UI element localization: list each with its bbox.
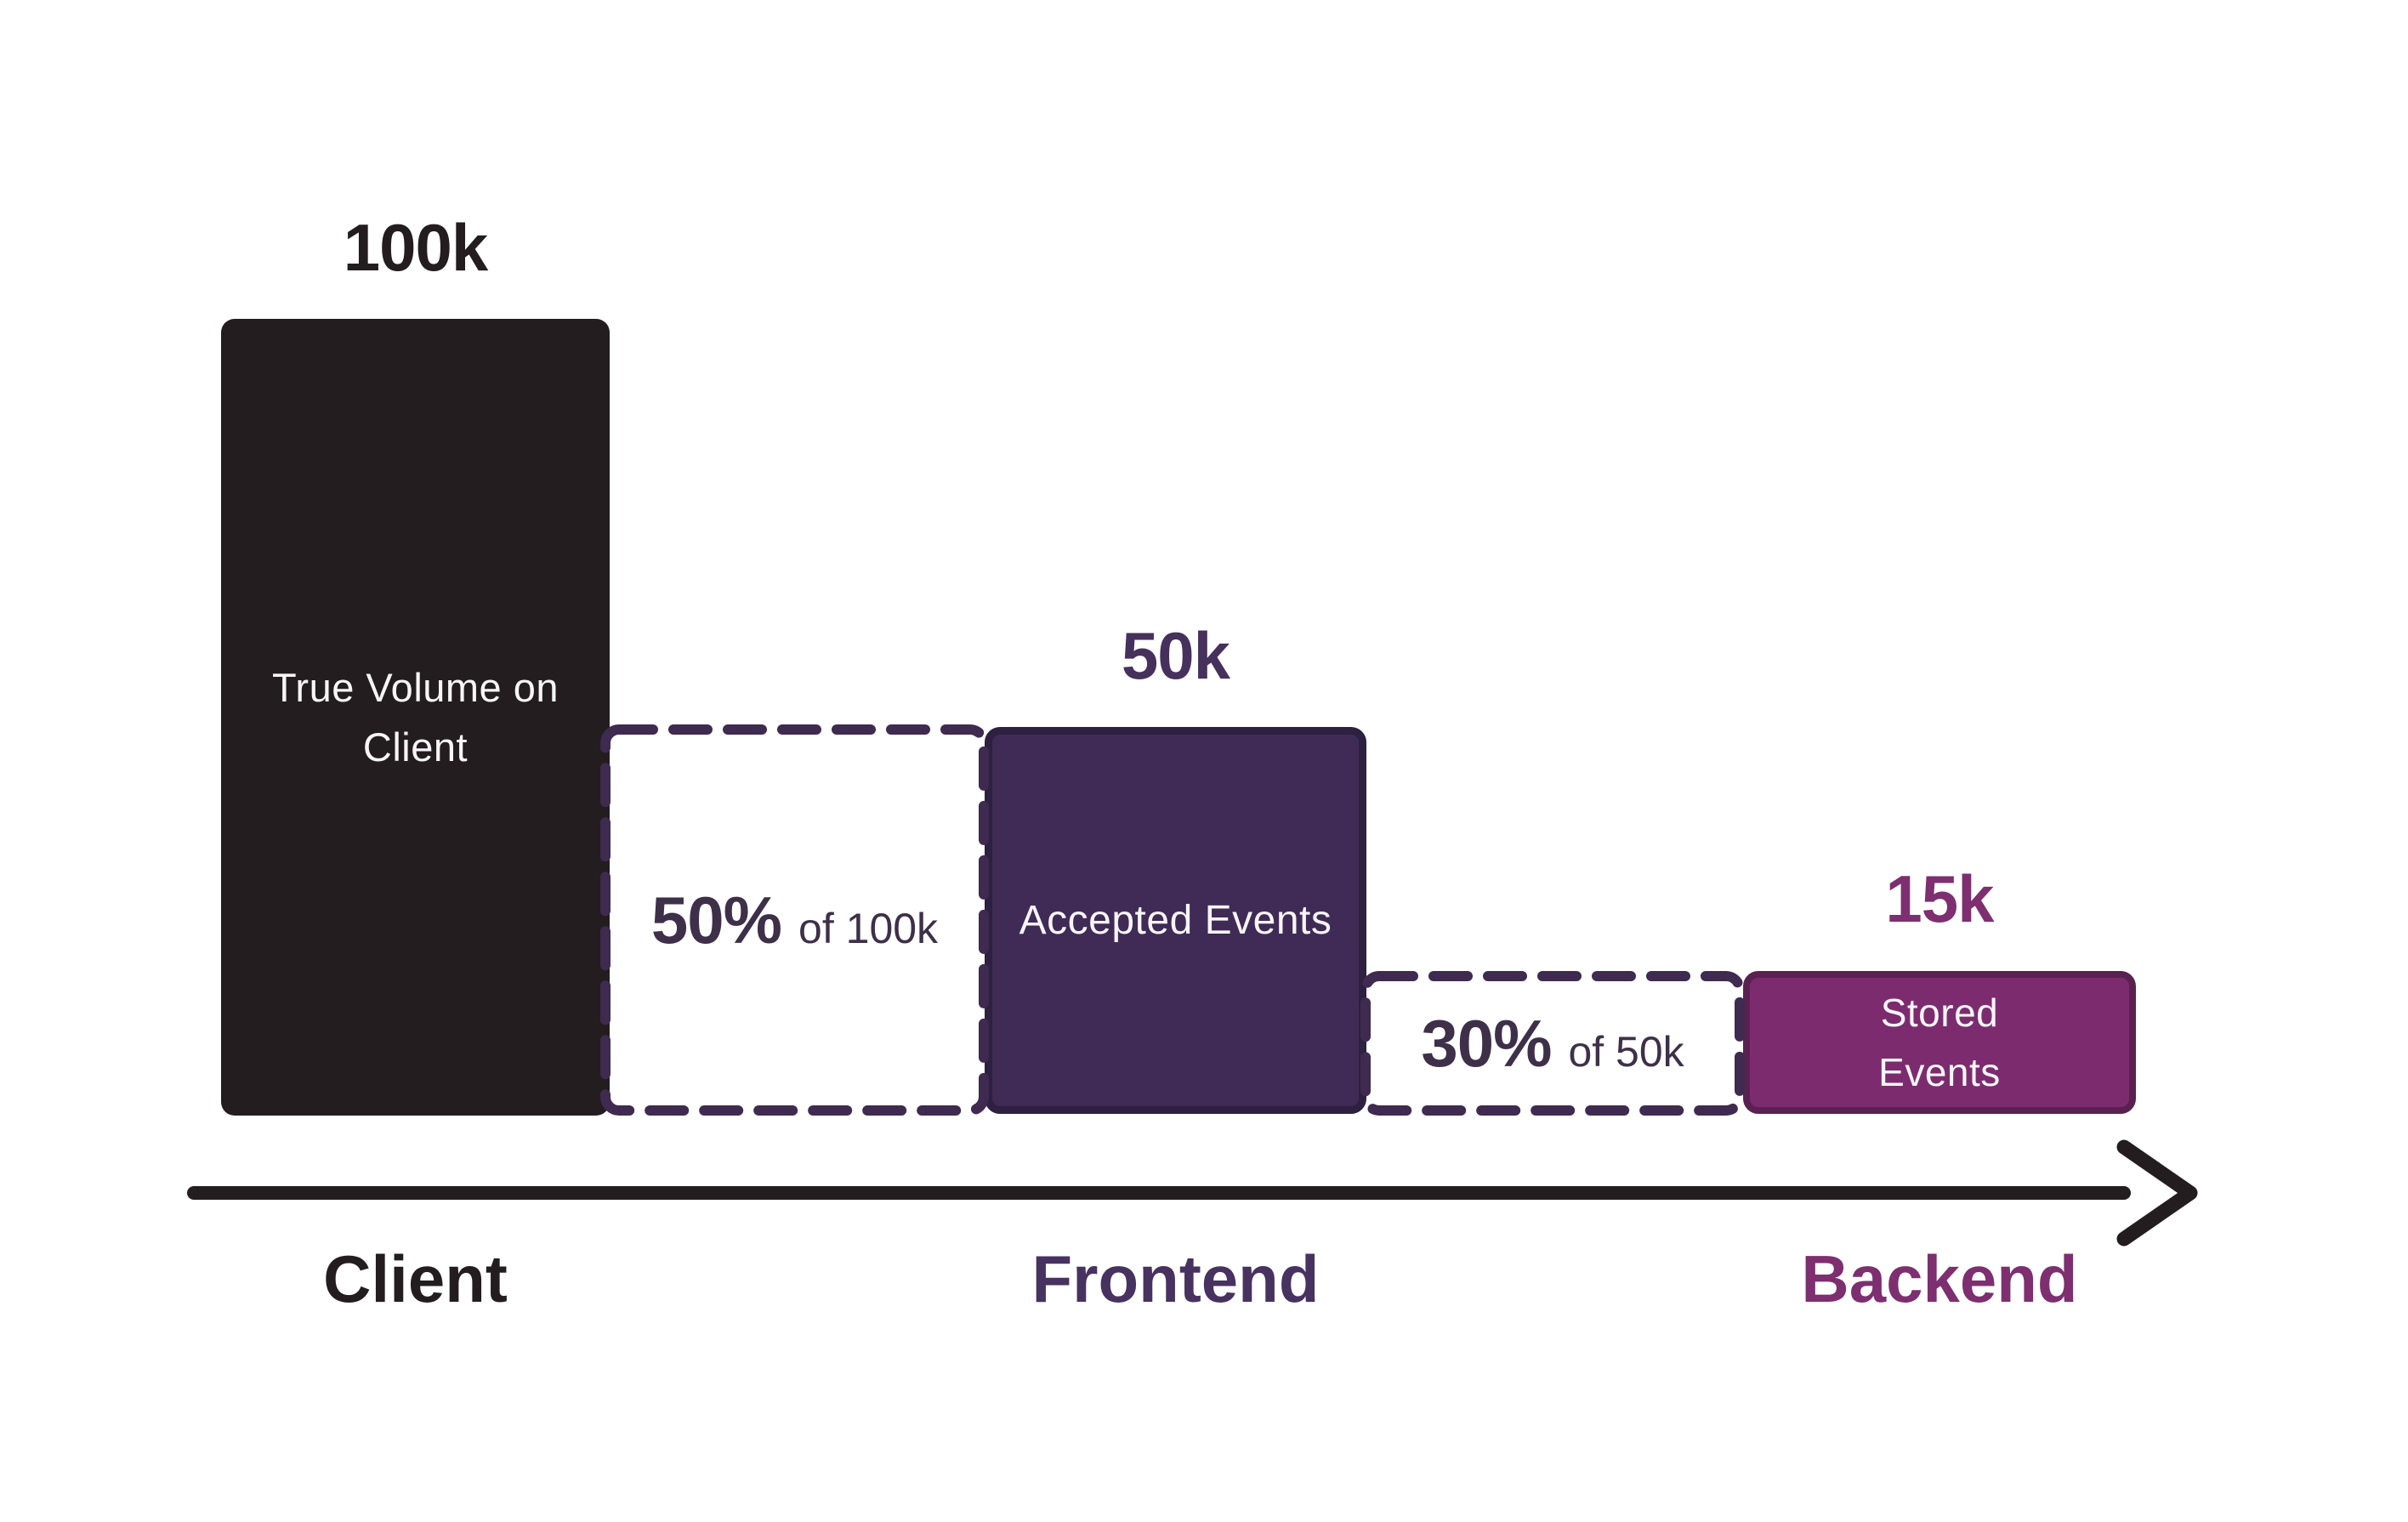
bar-backend-label-line-1: Stored <box>1880 991 1999 1035</box>
dropoff-annotation-2-text: 30% of 50k <box>1421 1005 1684 1082</box>
dropoff-annotation-1: 50% of 100k <box>605 730 984 1110</box>
bar-frontend-label-line-1: Accepted Events <box>1019 897 1332 943</box>
bar-client-label-line-1: True Volume on <box>271 664 559 710</box>
dropoff-2-basis: of 50k <box>1568 1027 1684 1076</box>
bar-client-label: True Volume on Client <box>272 658 559 777</box>
dropoff-2-percent: 30% <box>1421 1005 1552 1081</box>
axis-label-client: Client <box>323 1241 508 1316</box>
flow-axis-arrowhead <box>2116 1139 2198 1247</box>
dropoff-annotation-2: 30% of 50k <box>1366 976 1740 1110</box>
axis-label-backend: Backend <box>1801 1241 2078 1316</box>
dropoff-annotation-1-text: 50% of 100k <box>651 882 938 959</box>
bar-frontend: Accepted Events <box>985 727 1366 1114</box>
value-label-client: 100k <box>343 210 489 285</box>
dropoff-1-percent: 50% <box>650 882 782 957</box>
value-label-frontend: 50k <box>1121 618 1230 693</box>
bar-backend-label: Stored Events <box>1878 983 2001 1102</box>
value-label-backend: 15k <box>1885 861 1994 936</box>
bar-client: True Volume on Client <box>221 319 610 1116</box>
dropoff-1-basis: of 100k <box>798 904 939 952</box>
bar-client-label-line-2: Client <box>362 724 469 770</box>
bar-backend-label-line-2: Events <box>1878 1050 2001 1094</box>
bar-frontend-label: Accepted Events <box>1019 891 1332 951</box>
axis-label-frontend: Frontend <box>1031 1241 1320 1316</box>
bar-backend: Stored Events <box>1743 971 2136 1114</box>
